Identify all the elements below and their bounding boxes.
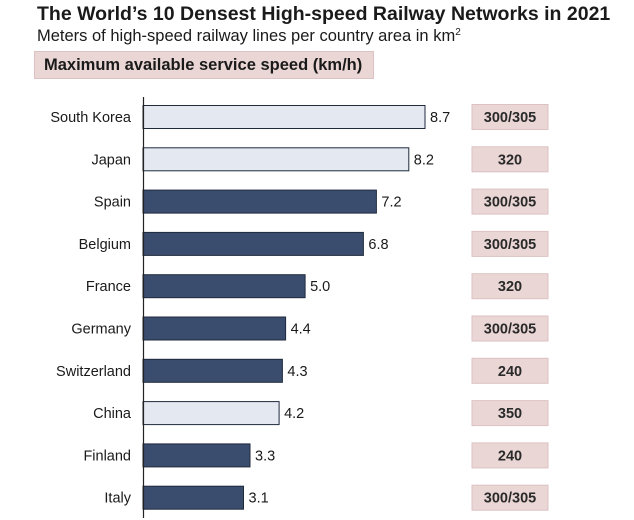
speed-box <box>471 146 549 173</box>
value-label: 8.2 <box>414 152 434 168</box>
speed-label: 240 <box>498 364 522 380</box>
value-label: 4.4 <box>291 322 311 338</box>
speed-label: 300/305 <box>484 110 536 126</box>
speed-label: 300/305 <box>484 322 536 338</box>
speed-label: 350 <box>498 406 522 422</box>
speed-label: 300/305 <box>484 195 536 211</box>
speed-box <box>471 188 549 215</box>
value-label: 3.3 <box>255 448 275 464</box>
speed-box <box>471 273 549 300</box>
speed-label: 300/305 <box>484 237 536 253</box>
bar <box>142 316 287 341</box>
speed-label: 320 <box>498 279 522 295</box>
speed-box <box>471 442 549 469</box>
value-label: 4.2 <box>284 406 304 422</box>
category-label: Spain <box>94 195 131 211</box>
value-label: 7.2 <box>381 195 401 211</box>
category-label: China <box>93 406 132 422</box>
bar <box>142 401 280 426</box>
chart-subtitle: Meters of high-speed railway lines per c… <box>37 27 461 46</box>
speed-box <box>471 104 549 130</box>
speed-box <box>471 484 549 511</box>
category-label: South Korea <box>50 110 132 126</box>
category-label: Japan <box>91 152 131 168</box>
value-label: 6.8 <box>368 237 388 253</box>
category-label: Italy <box>104 491 131 507</box>
category-label: Germany <box>71 322 131 338</box>
value-label: 4.3 <box>287 364 307 380</box>
category-label: France <box>86 279 131 295</box>
subtitle-superscript: 2 <box>455 27 461 38</box>
bar <box>142 274 306 299</box>
bar <box>142 231 364 256</box>
speed-label: 240 <box>498 448 522 464</box>
subtitle-text: Meters of high-speed railway lines per c… <box>37 27 456 45</box>
bar <box>142 443 251 468</box>
speed-banner: Maximum available service speed (km/h) <box>34 51 374 79</box>
bar <box>142 105 426 129</box>
speed-box <box>471 400 549 427</box>
value-label: 5.0 <box>310 279 330 295</box>
speed-label: 320 <box>498 152 522 168</box>
category-label: Switzerland <box>56 364 131 380</box>
speed-box <box>471 357 549 384</box>
value-label: 3.1 <box>249 491 269 507</box>
speed-label: 300/305 <box>484 491 536 507</box>
bar <box>142 147 410 172</box>
category-label: Belgium <box>79 237 131 253</box>
bar <box>142 189 377 214</box>
bar <box>142 485 244 510</box>
speed-box <box>471 230 549 257</box>
speed-box <box>471 315 549 342</box>
category-label: Finland <box>83 448 131 464</box>
value-label: 8.7 <box>430 110 450 126</box>
chart-title: The World’s 10 Densest High-speed Railwa… <box>37 3 611 25</box>
bar <box>142 358 283 383</box>
